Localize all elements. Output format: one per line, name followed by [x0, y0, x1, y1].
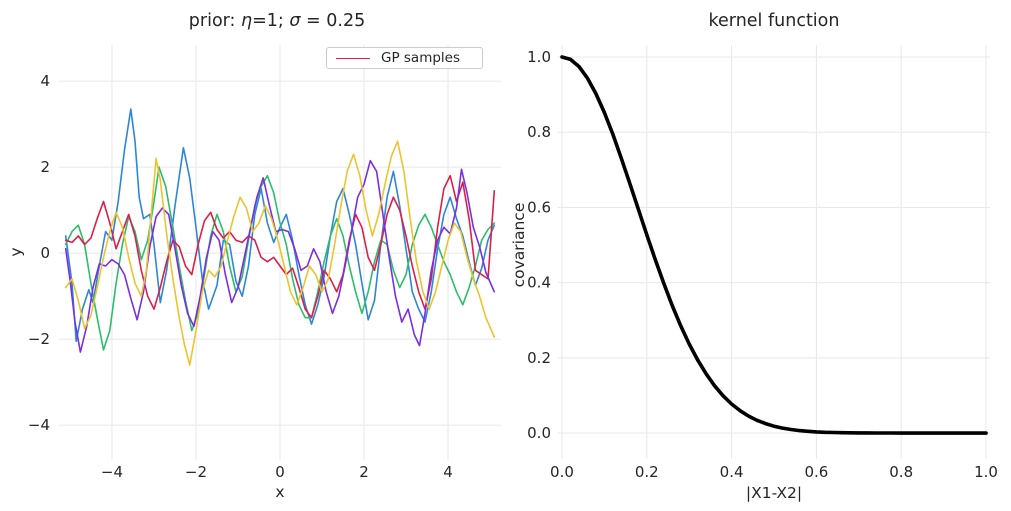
gp-samples-xtick-label: 2: [359, 463, 369, 481]
gp-samples-ytick-label: 4: [40, 72, 50, 90]
right-yaxis-label: covariance: [510, 202, 528, 288]
left-chart-title-part: η: [241, 11, 253, 31]
kernel-xtick-label: 0.0: [550, 463, 574, 481]
kernel-ytick-label: 1.0: [527, 48, 551, 66]
kernel-xtick-label: 1.0: [974, 463, 998, 481]
gp-samples-xtick-label: −2: [185, 463, 207, 481]
gp-samples-xtick-label: −4: [101, 463, 123, 481]
gp-samples-line-3: [64, 159, 496, 353]
left-chart-title-part: = 0.25: [300, 11, 366, 31]
left-chart-title-part: prior:: [188, 11, 241, 31]
kernel-ytick-label: 0.8: [527, 123, 551, 141]
gp-samples-line-1: [64, 166, 496, 351]
gp-samples-ytick-label: 0: [40, 244, 50, 262]
kernel-line-0: [560, 55, 988, 435]
gp-samples-line-4: [64, 140, 496, 366]
gp-samples-ytick-label: −2: [28, 330, 50, 348]
left-chart-title: prior: η=1; σ = 0.25: [189, 11, 365, 31]
kernel-ytick-label: 0.6: [527, 198, 551, 216]
gp-samples-ytick-label: −4: [28, 416, 50, 434]
kernel-xtick-label: 0.4: [720, 463, 744, 481]
right-chart-title: kernel function: [709, 11, 840, 31]
left-chart-title-part: σ: [289, 11, 301, 31]
right-chart-title-text: kernel function: [708, 11, 840, 31]
kernel-ytick-label: 0.0: [527, 424, 551, 442]
right-xaxis-label: |X1-X2|: [745, 484, 803, 502]
left-yaxis-label: y: [7, 247, 25, 257]
left-chart-title-part: =1;: [252, 11, 290, 31]
legend-box: GP samples: [326, 47, 483, 69]
gp-samples-xtick-label: 0: [275, 463, 285, 481]
gp-samples-ytick-label: 2: [40, 158, 50, 176]
gp-samples-line-2: [64, 174, 496, 319]
gp-samples-xtick-label: 4: [443, 463, 453, 481]
kernel-xtick-label: 0.8: [889, 463, 913, 481]
kernel-xtick-label: 0.2: [635, 463, 659, 481]
kernel-ytick-label: 0.4: [527, 274, 551, 292]
kernel-ytick-label: 0.2: [527, 349, 551, 367]
legend-label: GP samples: [381, 50, 461, 66]
legend-line-sample: [336, 57, 370, 59]
left-xaxis-label: x: [275, 483, 285, 501]
kernel-xtick-label: 0.6: [804, 463, 828, 481]
